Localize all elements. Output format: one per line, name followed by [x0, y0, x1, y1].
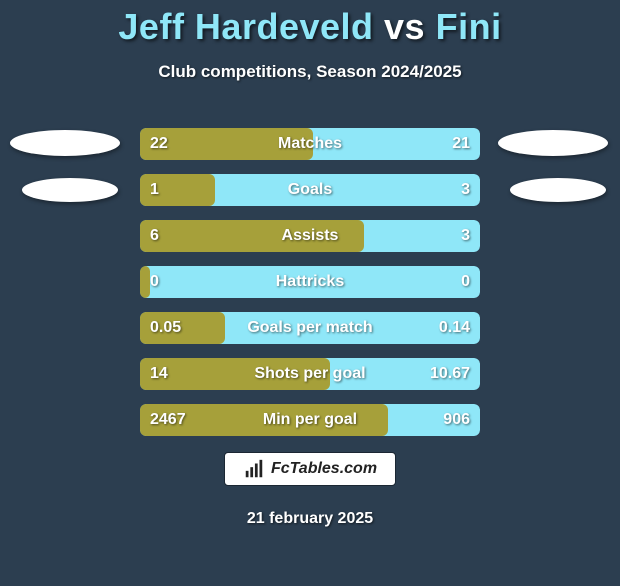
stat-label: Min per goal: [140, 404, 480, 436]
stat-value-right: 3: [461, 174, 470, 206]
stat-row: 1Goals3: [140, 174, 480, 206]
player1-name: Jeff Hardeveld: [118, 6, 373, 47]
vs-separator: vs: [384, 6, 425, 47]
stat-label: Goals per match: [140, 312, 480, 344]
stat-value-right: 0.14: [439, 312, 470, 344]
stat-row: 14Shots per goal10.67: [140, 358, 480, 390]
player-badge: [22, 178, 118, 202]
stat-row: 2467Min per goal906: [140, 404, 480, 436]
player-badge: [498, 130, 608, 156]
stat-row: 0.05Goals per match0.14: [140, 312, 480, 344]
player2-name: Fini: [436, 6, 502, 47]
player-badge: [510, 178, 606, 202]
stat-label: Hattricks: [140, 266, 480, 298]
stat-value-right: 3: [461, 220, 470, 252]
comparison-bars: 22Matches21 1Goals3 6Assists3 0Hattricks0 0.…: [140, 128, 480, 450]
stat-label: Assists: [140, 220, 480, 252]
stat-value-right: 10.67: [430, 358, 470, 390]
stat-value-right: 906: [443, 404, 470, 436]
brand-text: FcTables.com: [271, 460, 377, 478]
brand-badge: FcTables.com: [224, 452, 396, 486]
stat-row: 22Matches21: [140, 128, 480, 160]
stat-row: 0Hattricks0: [140, 266, 480, 298]
subtitle: Club competitions, Season 2024/2025: [0, 62, 620, 82]
stat-value-right: 0: [461, 266, 470, 298]
chart-bars-icon: [243, 458, 265, 480]
footer-date: 21 february 2025: [0, 510, 620, 528]
player-badge: [10, 130, 120, 156]
stat-value-right: 21: [452, 128, 470, 160]
stat-label: Goals: [140, 174, 480, 206]
stat-row: 6Assists3: [140, 220, 480, 252]
stat-label: Matches: [140, 128, 480, 160]
page-title: Jeff Hardeveld vs Fini: [0, 6, 620, 48]
